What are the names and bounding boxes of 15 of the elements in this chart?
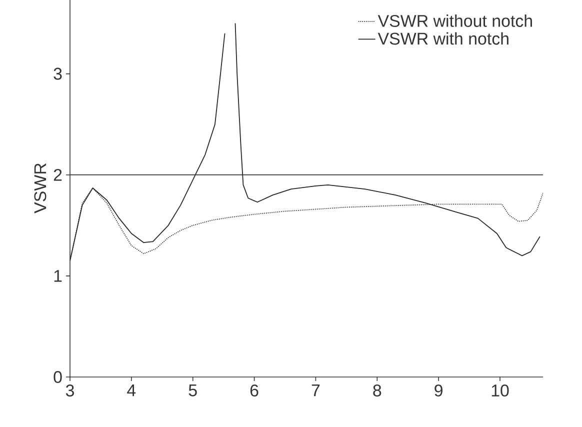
x-tick-label: 5 xyxy=(188,384,197,396)
y-axis-title: VSWR xyxy=(34,163,46,214)
x-tick-label: 4 xyxy=(127,384,136,396)
y-tick-label: 3 xyxy=(54,68,62,80)
legend-label: VSWR without notch xyxy=(378,14,532,27)
y-tick-label: 2 xyxy=(54,168,62,181)
x-tick-label: 8 xyxy=(373,384,382,397)
x-tick-label: 6 xyxy=(250,384,258,397)
x-tick-label: 3 xyxy=(66,384,74,397)
y-tick-label: 0 xyxy=(54,371,62,384)
x-tick-label: 9 xyxy=(434,384,442,397)
y-tick-label: 1 xyxy=(54,270,62,282)
x-tick-label: 10 xyxy=(492,384,509,397)
legend-label: VSWR with notch xyxy=(378,32,508,45)
x-tick-label: 7 xyxy=(312,384,320,396)
